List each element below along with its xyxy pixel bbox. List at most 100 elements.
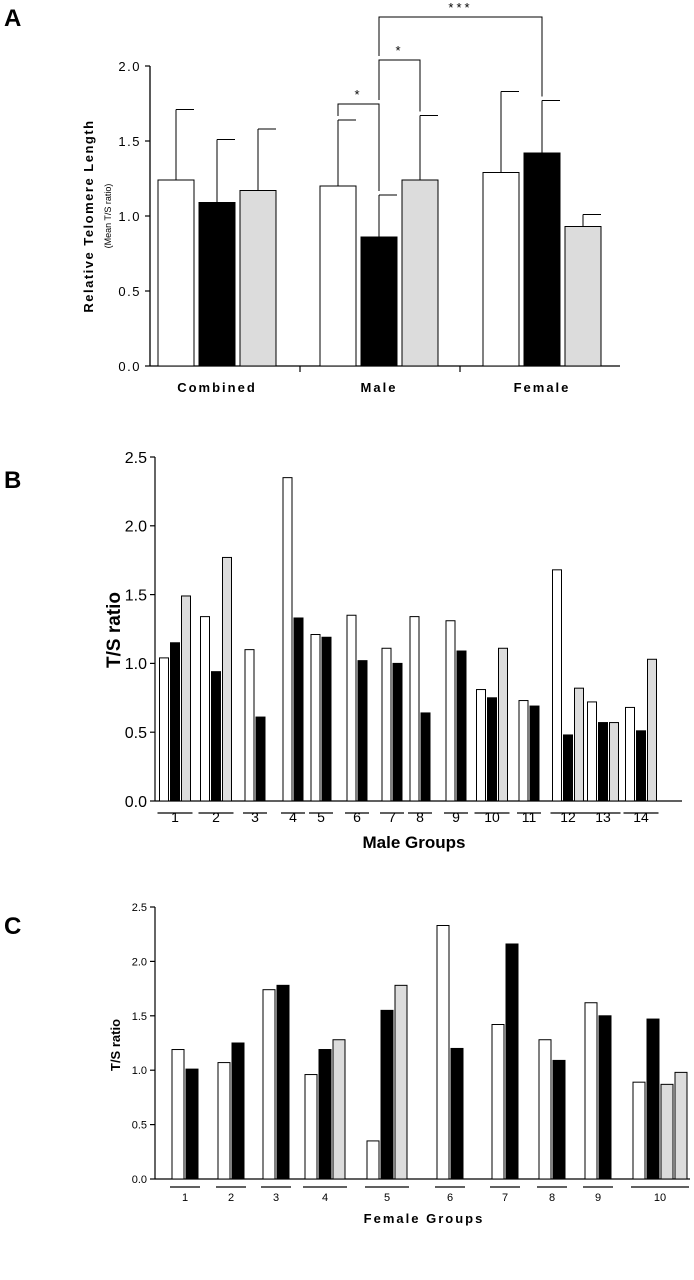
x-tick-label: 2 — [228, 1192, 234, 1204]
chart-panel-b: 0.00.51.01.52.02.51 2 3 4 5 6 7 8 9 10 11 12 13 14Mal… — [104, 450, 682, 852]
bar — [674, 1071, 688, 1180]
y-tick-label: 2.0 — [125, 519, 147, 536]
x-tick-label: 4 — [289, 809, 297, 825]
bar — [420, 712, 431, 802]
bar — [505, 943, 519, 1180]
x-tick-label: 9 — [452, 809, 460, 825]
bar — [157, 179, 195, 367]
x-category-label: Combined — [177, 380, 257, 395]
panel-label-b: B — [4, 467, 21, 494]
y-tick-label: 0.5 — [125, 725, 147, 742]
bar — [529, 705, 540, 802]
bar — [380, 1009, 394, 1180]
y-tick-label: 2.5 — [132, 902, 147, 914]
x-tick-label: 7 — [502, 1192, 508, 1204]
bar — [304, 1074, 318, 1180]
x-tick-label: 8 — [416, 809, 424, 825]
bar — [646, 1018, 660, 1180]
bar — [598, 1015, 612, 1180]
y-tick-label: 1.5 — [125, 587, 147, 604]
bar — [392, 662, 403, 802]
bar — [436, 924, 450, 1180]
bar — [552, 569, 562, 802]
bar — [310, 634, 321, 802]
y-tick-label: 0.5 — [132, 1120, 147, 1132]
bar — [381, 647, 392, 802]
significance-label: * — [354, 87, 362, 102]
x-tick-label: 14 — [633, 809, 649, 825]
bar — [609, 722, 619, 802]
x-tick-label: 10 — [484, 809, 500, 825]
bar — [293, 617, 304, 802]
y-tick-label: 2.0 — [132, 956, 147, 968]
bar — [170, 642, 180, 802]
significance-label: * — [395, 43, 403, 58]
chart-panel-a: 0.0 0.5 1.0 1.5 2.0 Combined Male Female Relativ… — [81, 0, 620, 395]
y-tick-label: 2.5 — [125, 450, 147, 467]
bar — [319, 185, 357, 367]
bar — [282, 477, 293, 802]
bar — [564, 226, 602, 367]
bar — [159, 657, 169, 802]
bar — [625, 706, 635, 802]
x-tick-label: 5 — [317, 809, 325, 825]
bar — [584, 1002, 598, 1180]
x-tick-label: 3 — [273, 1192, 279, 1204]
bar — [636, 730, 646, 802]
bar — [255, 716, 266, 802]
y-axis-subtitle: (Mean T/S ratio) — [103, 184, 113, 249]
bar — [200, 616, 210, 802]
x-tick-label: 7 — [388, 809, 396, 825]
bar — [262, 989, 276, 1180]
x-category-label: Male — [361, 380, 398, 395]
y-axis-title: T/S ratio — [104, 592, 125, 668]
bar — [450, 1047, 464, 1180]
x-tick-label: 11 — [522, 809, 537, 825]
y-tick-label: 0.0 — [118, 359, 141, 374]
bar — [476, 689, 486, 802]
significance-bracket — [378, 59, 421, 112]
y-tick-label: 1.5 — [118, 134, 141, 149]
x-tick-label: 6 — [447, 1192, 453, 1204]
bar — [394, 984, 408, 1180]
bar — [244, 649, 255, 802]
significance-label: *** — [448, 0, 472, 15]
x-tick-label: 12 — [560, 809, 576, 825]
bar — [482, 172, 520, 367]
x-tick-label: 1 — [171, 809, 179, 825]
bar — [222, 556, 232, 802]
y-tick-label: 0.5 — [118, 284, 141, 299]
bar — [647, 658, 657, 802]
bar — [181, 595, 191, 802]
significance-bracket — [378, 16, 543, 97]
y-tick-label: 1.0 — [132, 1065, 147, 1077]
x-axis-title: Male Groups — [363, 833, 466, 852]
bar — [276, 984, 290, 1180]
bar — [491, 1024, 505, 1180]
bar — [552, 1059, 566, 1180]
bar — [217, 1062, 231, 1180]
bar — [366, 1140, 380, 1180]
bar — [409, 616, 420, 802]
x-tick-label: 1 — [182, 1192, 188, 1204]
bar — [538, 1039, 552, 1180]
bar — [487, 697, 497, 802]
chart-panel-c: 0.0 0.5 1.0 1.5 2.0 2.5 1 2 3 4 5 6 7 8 9 10 Female Grou… — [108, 902, 690, 1226]
significance-bracket — [337, 103, 380, 191]
bar — [346, 614, 357, 802]
x-tick-label: 3 — [251, 809, 259, 825]
bar — [318, 1049, 332, 1180]
bar — [198, 202, 236, 367]
y-tick-label: 1.0 — [118, 209, 141, 224]
x-tick-label: 8 — [549, 1192, 555, 1204]
bar — [498, 647, 508, 802]
y-tick-label: 1.5 — [132, 1011, 147, 1023]
panel-label-c: C — [4, 913, 21, 940]
bar — [211, 671, 221, 802]
bar — [445, 620, 456, 802]
bar — [456, 650, 467, 802]
bar — [574, 687, 584, 802]
bar — [231, 1042, 245, 1180]
y-tick-label: 0.0 — [132, 1174, 147, 1186]
